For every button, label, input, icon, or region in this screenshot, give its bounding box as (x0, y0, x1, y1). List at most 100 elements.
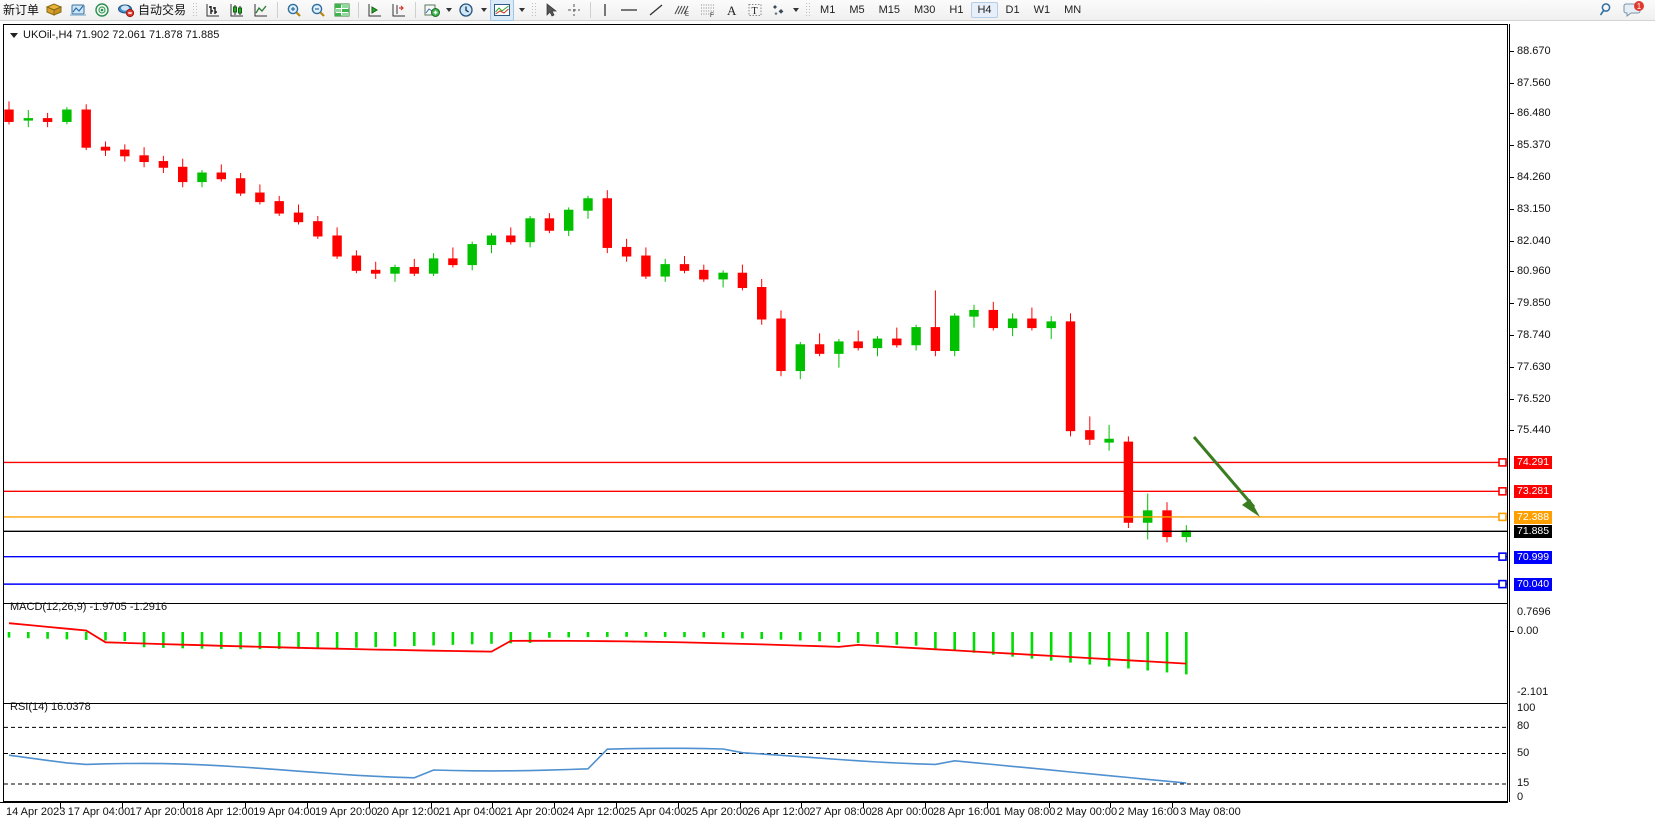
timeframe-m30[interactable]: M30 (914, 4, 936, 16)
vline-button[interactable] (595, 0, 615, 20)
shift-end-button[interactable] (387, 0, 411, 20)
market-watch-icon (70, 4, 87, 16)
price-tag-73.281[interactable]: 73.281 (1514, 485, 1553, 499)
price-level-handle (1498, 512, 1507, 522)
time-axis-tick (121, 803, 123, 808)
rsi-tick-label: 100 (1517, 702, 1536, 714)
cursor-icon (546, 3, 558, 17)
elliott-wave-button[interactable]: E (669, 0, 695, 20)
objects-icon (773, 5, 784, 16)
price-tick-label: 77.630 (1517, 360, 1551, 373)
crosshair-button[interactable] (562, 0, 586, 20)
timeframe-mn[interactable]: MN (1064, 4, 1082, 16)
timeframe-d1[interactable]: D1 (1005, 4, 1020, 16)
price-tag-74.291[interactable]: 74.291 (1514, 456, 1553, 470)
cursor-button[interactable] (540, 0, 562, 20)
templates-button[interactable] (490, 0, 515, 21)
price-level-handle (1498, 487, 1507, 496)
trendline-button[interactable] (643, 0, 669, 20)
templates-dropdown[interactable] (514, 0, 528, 20)
time-axis-label: 18 Apr 12:00 (191, 806, 254, 818)
chart-canvas[interactable]: UKOil-,H4 71.902 72.061 71.878 71.885 MA… (3, 24, 1508, 802)
autotrading-button[interactable]: 自动交易 (114, 0, 189, 20)
timeframe-m1[interactable]: M1 (820, 4, 836, 16)
text-label-button[interactable]: T (743, 0, 767, 20)
hline-button[interactable] (615, 0, 643, 20)
new-order-button[interactable]: 新订单 (0, 0, 42, 20)
fibonacci-button[interactable]: F (695, 0, 721, 20)
toolbar-grip[interactable] (192, 2, 199, 18)
chart-area[interactable]: UKOil-,H4 71.902 72.061 71.878 71.885 MA… (0, 21, 1655, 825)
crosshair-icon (568, 4, 581, 16)
autotrading-icon (118, 4, 135, 18)
new-order-label: 新订单 (3, 3, 40, 17)
macd-series (7, 622, 1188, 675)
zoom-out-button[interactable] (306, 0, 330, 20)
alerts-button[interactable]: 1 (1620, 0, 1655, 20)
price-tick-label: 88.670 (1517, 44, 1551, 57)
objects-button[interactable] (767, 0, 802, 20)
price-tick-label: 87.560 (1517, 76, 1551, 89)
price-axis[interactable]: 88.670 87.560 86.480 85.370 84.260 83.150 82.0… (1509, 24, 1655, 803)
market-watch-button[interactable] (66, 0, 90, 20)
macd-label: MACD(12,26,9) -1.9705 -1.2916 (10, 601, 168, 613)
shift-start-button[interactable] (363, 0, 387, 20)
toolbar-grip-2[interactable] (531, 2, 538, 18)
bar-chart-button[interactable] (201, 0, 225, 20)
chevron-down-icon-4[interactable] (793, 8, 800, 12)
rsi-tick-label: 0 (1517, 791, 1524, 803)
zoom-out-icon (311, 3, 325, 17)
vline-icon (604, 4, 606, 16)
time-axis-label: 21 Apr 04:00 (438, 806, 501, 818)
line-chart-button[interactable] (249, 0, 273, 20)
time-axis-tick (492, 803, 494, 808)
navigator-button[interactable] (90, 0, 114, 20)
rsi-tick-label: 15 (1517, 776, 1530, 789)
data-window-button[interactable] (42, 0, 66, 20)
price-tick (1510, 335, 1514, 337)
candlestick-chart-button[interactable] (225, 0, 249, 20)
price-tag-71.885[interactable]: 71.885 (1514, 525, 1553, 539)
time-axis-label: 24 Apr 12:00 (562, 806, 625, 818)
price-tag-72.388[interactable]: 72.388 (1514, 510, 1553, 524)
zoom-in-button[interactable] (282, 0, 306, 20)
shift-end-icon (392, 4, 406, 17)
time-axis-tick (554, 803, 556, 808)
price-tick (1510, 271, 1514, 273)
pane-divider-rsi (4, 703, 1507, 704)
timeframe-h1[interactable]: H1 (949, 4, 964, 16)
grid-icon (334, 3, 350, 17)
templates-icon (494, 4, 511, 16)
time-axis-tick (986, 803, 988, 808)
time-axis-tick (59, 803, 61, 808)
autotrading-label: 自动交易 (138, 3, 187, 17)
zoom-in-icon (287, 3, 301, 17)
price-tick (1510, 366, 1514, 368)
svg-text:E: E (685, 12, 689, 18)
chevron-down-icon-3[interactable] (519, 8, 526, 12)
time-axis-tick (677, 803, 679, 808)
search-button[interactable] (1594, 0, 1620, 20)
grid-button[interactable] (330, 0, 354, 20)
period-button[interactable] (455, 0, 490, 20)
chevron-down-icon[interactable] (446, 8, 453, 12)
price-tick-label: 84.260 (1517, 171, 1551, 183)
toolbar-grip-3[interactable] (805, 2, 812, 18)
text-button[interactable]: A (721, 0, 743, 20)
timeframe-m15[interactable]: M15 (878, 4, 900, 16)
chart-menu-caret-icon[interactable] (10, 32, 18, 38)
timeframe-w1[interactable]: W1 (1033, 4, 1051, 16)
toolbar-separator-4 (590, 2, 592, 18)
add-indicator-button[interactable] (420, 0, 455, 20)
timeframe-h4[interactable]: H4 (971, 2, 998, 18)
price-tick-label: 80.960 (1517, 265, 1551, 278)
time-axis-label: 28 Apr 00:00 (871, 806, 934, 818)
price-tag-70.040[interactable]: 70.040 (1514, 578, 1553, 592)
chevron-down-icon-2[interactable] (481, 8, 488, 12)
candlestick-chart-icon (230, 4, 244, 17)
price-tick-label: 76.520 (1517, 392, 1551, 405)
timeframe-m5[interactable]: M5 (849, 4, 865, 16)
price-tag-70.999[interactable]: 70.999 (1514, 550, 1553, 564)
data-window-icon (45, 3, 63, 16)
time-axis-label: 2 May 16:00 (1118, 806, 1179, 818)
